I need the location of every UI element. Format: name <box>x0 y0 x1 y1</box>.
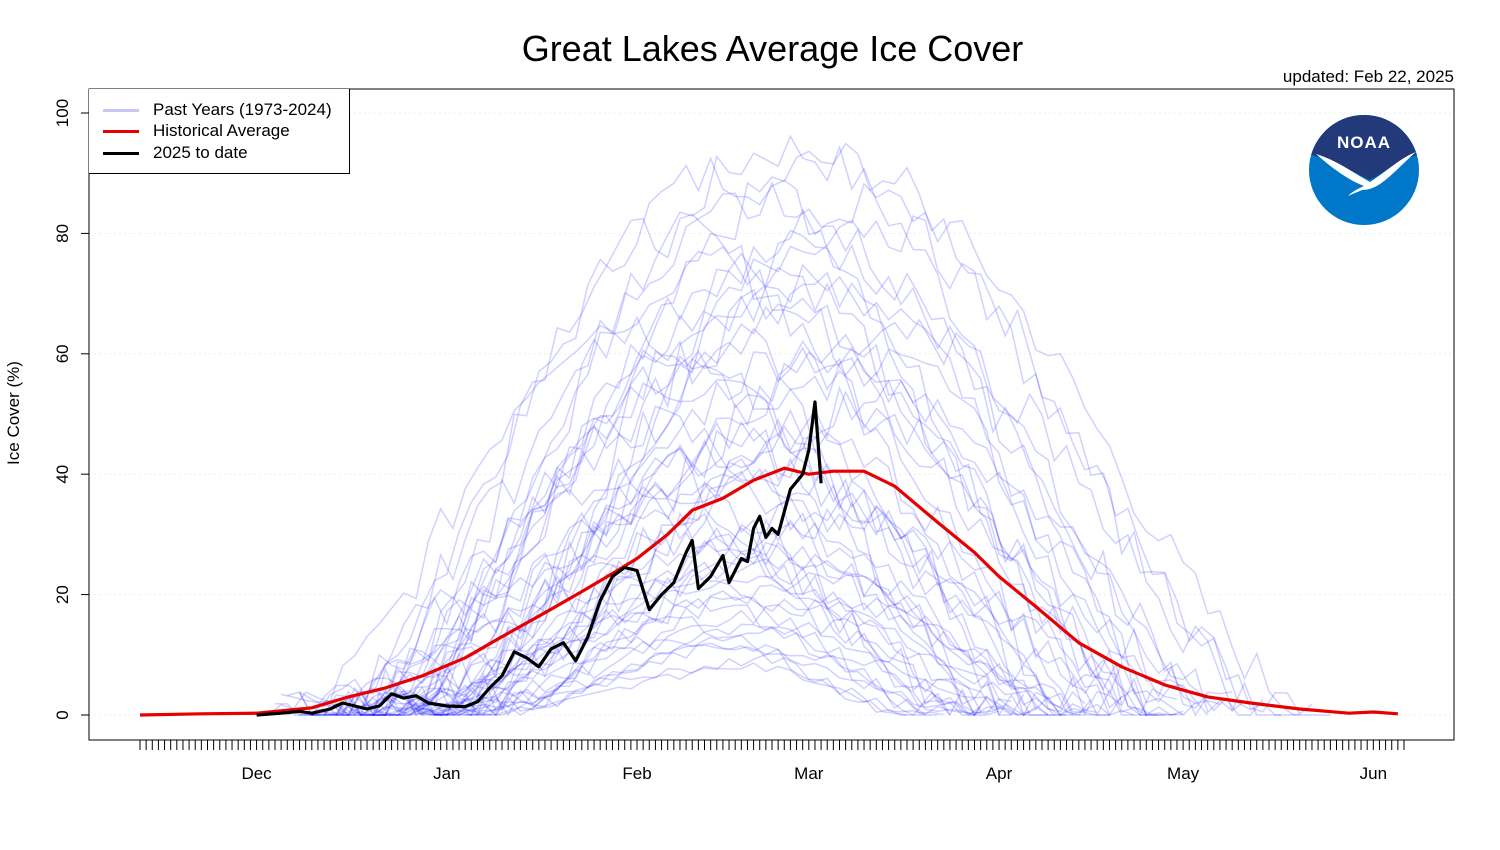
line-2025 <box>256 400 823 717</box>
past-year-line <box>465 642 908 716</box>
historical-average-line <box>139 466 1399 717</box>
past-year-line <box>311 457 988 717</box>
past-year-line <box>311 134 1233 716</box>
past-year-line <box>360 340 1123 717</box>
past-year-line <box>298 357 1196 716</box>
past-year-line <box>336 639 1000 716</box>
past-year-line <box>280 156 1165 717</box>
past-year-line <box>342 575 1030 716</box>
past-year-line <box>324 553 1086 716</box>
past-year-line <box>348 420 1098 716</box>
noaa-logo-text: NOAA <box>1337 133 1391 152</box>
legend-swatch-historical-average <box>103 129 139 133</box>
x-month-label: Jan <box>433 764 460 783</box>
legend-label-historical-average: Historical Average <box>153 121 290 140</box>
past-year-line <box>428 529 982 717</box>
x-month-label: May <box>1167 764 1200 783</box>
legend-swatch-2025 <box>103 151 139 155</box>
past-year-line <box>348 485 1012 717</box>
past-year-line <box>330 467 1092 716</box>
y-tick-label: 0 <box>53 710 72 719</box>
past-year-line <box>434 492 1123 717</box>
noaa-logo-top <box>1309 115 1419 180</box>
past-year-line <box>311 229 1245 716</box>
past-year-line <box>354 594 944 716</box>
x-month-label: Apr <box>986 764 1013 783</box>
past-year-line <box>397 379 1221 716</box>
x-month-label: Feb <box>622 764 651 783</box>
x-month-label: Dec <box>241 764 272 783</box>
past-year-line <box>299 213 1110 717</box>
past-year-line <box>421 440 1062 717</box>
y-tick-label: 60 <box>53 344 72 363</box>
legend-item-past-years: Past Years (1973-2024) <box>103 99 332 121</box>
past-year-line <box>409 438 1049 716</box>
x-month-label: Mar <box>794 764 824 783</box>
past-year-line <box>360 271 1209 716</box>
past-year-line <box>378 318 1313 716</box>
past-year-line <box>341 142 1300 716</box>
past-year-line <box>286 288 1184 717</box>
chart-title: Great Lakes Average Ice Cover <box>521 28 1024 69</box>
past-year-line <box>385 346 1184 716</box>
past-year-line <box>415 571 1067 716</box>
past-year-line <box>372 470 1037 717</box>
past-year-line <box>373 598 1110 716</box>
past-year-line <box>274 419 1147 716</box>
legend-item-2025: 2025 to date <box>103 142 248 164</box>
noaa-logo-icon: NOAA <box>1309 115 1419 225</box>
legend-item-historical-average: Historical Average <box>103 120 290 142</box>
past-year-line <box>335 379 1086 717</box>
y-tick-label: 80 <box>53 224 72 243</box>
past-year-line <box>360 518 1073 716</box>
x-month-label: Jun <box>1360 764 1387 783</box>
legend-label-past-years: Past Years (1973-2024) <box>153 100 332 119</box>
y-tick-label: 20 <box>53 585 72 604</box>
y-tick-label: 100 <box>53 99 72 127</box>
past-year-line <box>434 501 1134 717</box>
past-year-line <box>335 215 1282 716</box>
legend: Past Years (1973-2024) Historical Averag… <box>89 89 350 174</box>
past-year-line <box>446 653 1049 716</box>
past-year-line <box>385 662 938 716</box>
legend-swatch-past-years <box>103 108 139 112</box>
past-year-line <box>268 315 1055 716</box>
past-year-line <box>366 618 1018 716</box>
past-year-line <box>293 245 1178 717</box>
past-year-line <box>317 180 1264 716</box>
past-year-line <box>324 327 1159 716</box>
past-year-line <box>452 590 981 716</box>
past-year-line <box>373 182 1331 716</box>
past-year-line <box>287 405 1025 716</box>
past-year-line <box>372 263 1209 717</box>
noaa-logo-bird <box>1316 152 1416 196</box>
past-year-line <box>409 568 951 716</box>
past-year-line <box>458 541 1012 717</box>
legend-label-2025: 2025 to date <box>153 143 248 162</box>
updated-date: updated: Feb 22, 2025 <box>1282 67 1454 86</box>
past-year-line <box>471 623 963 716</box>
past-year-line <box>299 509 1000 716</box>
past-year-line <box>422 612 926 716</box>
y-tick-label: 40 <box>53 465 72 484</box>
past-year-line <box>324 252 1147 716</box>
